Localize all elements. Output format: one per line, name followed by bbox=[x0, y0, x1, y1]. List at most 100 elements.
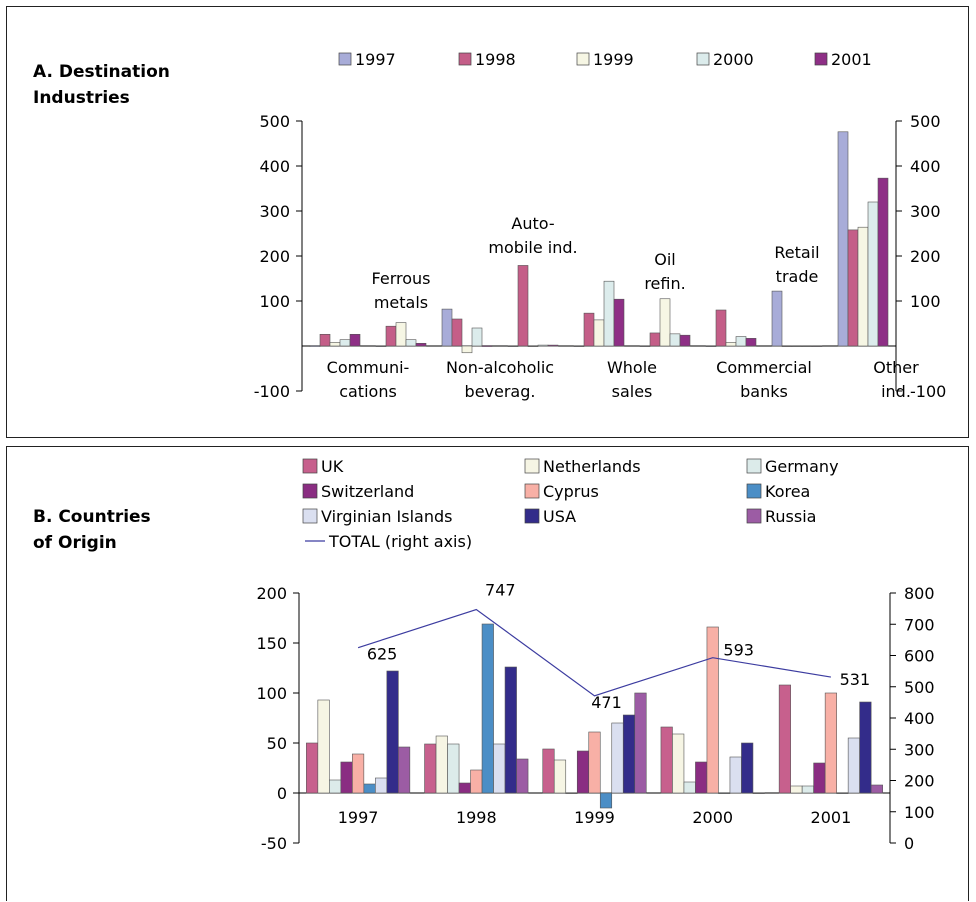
bar-virginian-islands-1997 bbox=[375, 777, 388, 794]
bar-2000-non-alcoholic-beverag bbox=[471, 327, 483, 347]
category-label: Whole bbox=[607, 358, 657, 377]
bar-1999-automobile-ind bbox=[527, 345, 539, 347]
bar-korea-1999 bbox=[599, 792, 613, 809]
legend-swatch-virginian-islands bbox=[302, 508, 318, 524]
bar-switzerland-1998 bbox=[458, 782, 471, 794]
category-label: Retail bbox=[774, 243, 819, 262]
panel-a-title: A. Destination Industries bbox=[33, 62, 170, 108]
y-tick-label-right: 100 bbox=[910, 292, 941, 311]
category-label: Communi- bbox=[327, 358, 410, 377]
total-data-label: 747 bbox=[485, 581, 516, 600]
total-line bbox=[357, 608, 831, 697]
panel-b-title: B. Countries of Origin bbox=[33, 507, 151, 553]
legend-label-total: TOTAL (right axis) bbox=[328, 532, 472, 551]
bar-2001-retail-trade bbox=[811, 345, 823, 347]
bar-netherlands-1999 bbox=[553, 759, 567, 794]
bar-usa-2001 bbox=[859, 701, 872, 794]
legend-swatch-korea bbox=[746, 483, 762, 499]
bar-1997-retail-trade bbox=[771, 290, 783, 347]
panel-countries-of-origin: B. Countries of Origin -50 0 50 100 150 200 0 1… bbox=[6, 446, 969, 901]
y-tick-label-right: 500 bbox=[910, 112, 941, 131]
legend-label-2001: 2001 bbox=[831, 50, 872, 69]
bar-1998-commercial-banks bbox=[715, 309, 727, 347]
y-tick-label-left: 200 bbox=[256, 584, 287, 603]
legend-swatch-germany bbox=[746, 458, 762, 474]
x-tick-label: 1999 bbox=[574, 808, 615, 827]
bar-2000-whole-sales bbox=[603, 280, 615, 347]
bar-1997-automobile-ind bbox=[507, 345, 519, 347]
category-label: Auto- bbox=[511, 214, 554, 233]
bar-korea-1997 bbox=[363, 783, 376, 794]
bar-russia-1997 bbox=[398, 746, 411, 794]
bar-netherlands-2000 bbox=[672, 733, 685, 794]
bar-germany-1999 bbox=[565, 792, 578, 794]
x-tick-label: 1997 bbox=[338, 808, 379, 827]
y-tick-label-right: 400 bbox=[904, 709, 935, 728]
bar-usa-1998 bbox=[504, 666, 517, 794]
bar-cyprus-2001 bbox=[824, 692, 837, 794]
bar-cyprus-1998 bbox=[470, 769, 483, 794]
bar-switzerland-1997 bbox=[340, 761, 353, 794]
legend-label-usa: USA bbox=[543, 507, 576, 526]
category-label: mobile ind. bbox=[488, 238, 577, 257]
bar-1997-non-alcoholic-beverag bbox=[441, 308, 453, 347]
bar-korea-2000 bbox=[718, 792, 731, 794]
bar-uk-1997 bbox=[306, 742, 319, 794]
legend-swatch-1997 bbox=[338, 52, 352, 66]
legend-swatch-uk bbox=[302, 458, 318, 474]
bar-2001-whole-sales bbox=[613, 298, 625, 347]
category-label: banks bbox=[740, 382, 788, 401]
y-tick-label-left: 400 bbox=[259, 157, 290, 176]
bar-korea-1998 bbox=[481, 623, 494, 794]
total-data-label: 531 bbox=[840, 670, 871, 689]
category-label: sales bbox=[612, 382, 653, 401]
y-tick-label-left: 100 bbox=[259, 292, 290, 311]
bar-cyprus-1999 bbox=[588, 731, 601, 794]
bar-germany-1998 bbox=[447, 743, 460, 794]
bar-2000-retail-trade bbox=[801, 345, 813, 347]
total-data-label: 593 bbox=[723, 641, 754, 660]
y-tick-label-left: -50 bbox=[261, 834, 287, 853]
legend-swatch-2000 bbox=[696, 52, 710, 66]
bar-virginian-islands-2001 bbox=[847, 737, 860, 794]
bar-russia-1998 bbox=[516, 758, 529, 794]
bar-1998-whole-sales bbox=[583, 312, 595, 347]
bar-2000-oil-refin bbox=[669, 333, 681, 347]
bar-2000-communications bbox=[339, 339, 351, 347]
bar-1998-automobile-ind bbox=[517, 265, 529, 347]
y-tick-label-left: -100 bbox=[254, 382, 290, 401]
legend-label-1998: 1998 bbox=[475, 50, 516, 69]
legend-label-russia: Russia bbox=[765, 507, 816, 526]
bar-netherlands-1997 bbox=[317, 699, 330, 794]
legend-label-2000: 2000 bbox=[713, 50, 754, 69]
bar-1997-commercial-banks bbox=[705, 345, 717, 347]
destination-industries-chart: -100 100 200 300 400 500 -100 100 200 300 400 500 Co… bbox=[254, 50, 947, 401]
legend-label-switzerland: Switzerland bbox=[321, 482, 414, 501]
bar-russia-1999 bbox=[634, 692, 647, 794]
bar-usa-1997 bbox=[386, 670, 399, 794]
category-label: Non-alcoholic bbox=[446, 358, 554, 377]
total-data-label: 625 bbox=[367, 645, 398, 664]
bar-switzerland-2000 bbox=[695, 761, 708, 794]
y-tick-label-right: 700 bbox=[904, 615, 935, 634]
bar-1998-other-ind bbox=[847, 229, 859, 347]
y-tick-label-left: 200 bbox=[259, 247, 290, 266]
y-tick-label-right: 400 bbox=[910, 157, 941, 176]
category-label: ind. bbox=[881, 382, 911, 401]
y-tick-label-right: 100 bbox=[904, 803, 935, 822]
bar-2001-oil-refin bbox=[679, 334, 691, 347]
y-tick-label-right: 300 bbox=[910, 202, 941, 221]
bar-uk-2000 bbox=[660, 726, 673, 794]
category-label: refin. bbox=[644, 274, 685, 293]
bar-2001-communications bbox=[349, 333, 361, 347]
bar-virginian-islands-2000 bbox=[729, 756, 742, 794]
bar-2001-other-ind bbox=[877, 177, 889, 347]
bar-1999-ferrous-metals bbox=[395, 322, 407, 347]
legend-label-cyprus: Cyprus bbox=[543, 482, 599, 501]
bar-cyprus-2000 bbox=[706, 626, 719, 794]
bar-2000-commercial-banks bbox=[735, 336, 747, 347]
y-tick-label-right: 600 bbox=[904, 647, 935, 666]
y-tick-label-right: 0 bbox=[904, 834, 914, 853]
legend-swatch-switzerland bbox=[302, 483, 318, 499]
bar-korea-2001 bbox=[836, 792, 849, 794]
